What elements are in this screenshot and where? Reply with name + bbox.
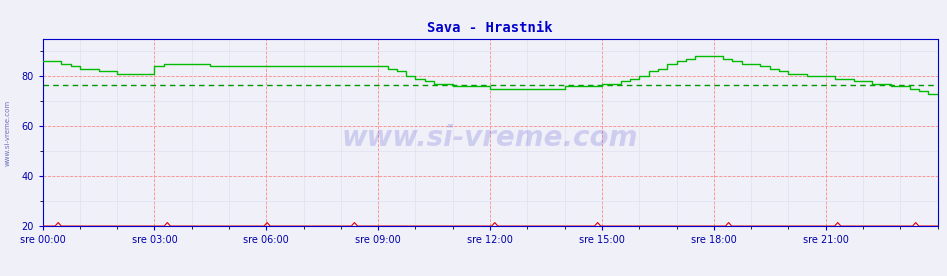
Text: www.si-vreme.com: www.si-vreme.com xyxy=(342,124,638,152)
Title: Sava - Hrastnik: Sava - Hrastnik xyxy=(427,21,553,35)
Text: www.si-vreme.com: www.si-vreme.com xyxy=(5,99,10,166)
